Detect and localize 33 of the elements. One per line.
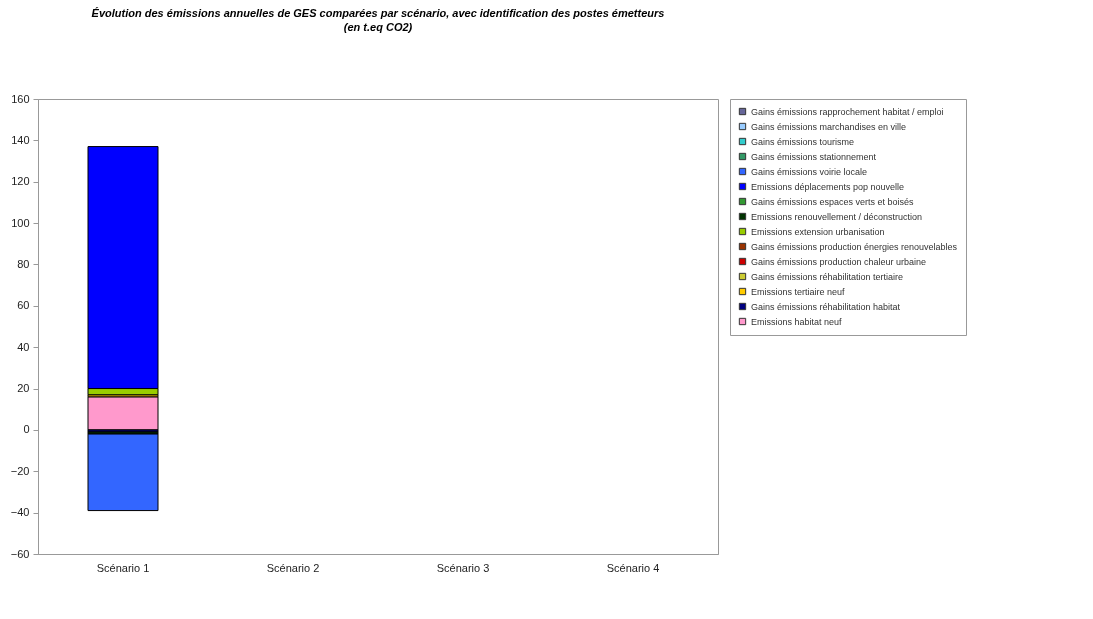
legend-label: Gains émissions marchandises en ville — [751, 121, 907, 132]
y-tick-label: 100 — [11, 216, 30, 229]
y-tick-label: 80 — [17, 257, 30, 270]
y-tick-label: 160 — [11, 92, 30, 105]
y-tick-label: 40 — [17, 340, 30, 353]
x-tick-label: Scénario 1 — [96, 561, 150, 574]
legend-label: Emissions renouvellement / déconstruction — [751, 211, 923, 222]
chart-title: Évolution des émissions annuelles de GES comparées par scénario, avec identification des postes émetteurs — [91, 7, 665, 19]
x-tick-label: Scénario 2 — [266, 561, 320, 574]
y-tick-label: 140 — [11, 133, 30, 146]
legend-label: Gains émissions production chaleur urbaine — [751, 256, 927, 267]
legend-label: Emissions déplacements pop nouvelle — [751, 181, 905, 192]
legend-label: Emissions habitat neuf — [751, 316, 843, 327]
legend-label: Gains émissions stationnement — [751, 151, 877, 162]
y-tick-label: 0 — [23, 423, 30, 436]
legend-label: Emissions tertiaire neuf — [751, 286, 846, 297]
y-tick-label: 60 — [17, 299, 30, 312]
legend-label: Emissions extension urbanisation — [751, 226, 885, 237]
chart-subtitle: (en t.eq CO2) — [343, 21, 413, 33]
x-tick-label: Scénario 3 — [436, 561, 490, 574]
legend-label: Gains émissions espaces verts et boisés — [751, 196, 915, 207]
legend-label: Gains émissions production énergies renouvelables — [751, 241, 958, 252]
y-tick-label: 120 — [11, 175, 30, 188]
legend-label: Gains émissions tourisme — [751, 136, 855, 147]
legend-label: Gains émissions voirie locale — [751, 166, 868, 177]
y-tick-label: −60 — [10, 547, 30, 560]
y-tick-label: −40 — [10, 506, 30, 519]
legend-label: Gains émissions réhabilitation habitat — [751, 301, 901, 312]
y-tick-label: −20 — [10, 464, 30, 477]
legend-label: Gains émissions réhabilitation tertiaire — [751, 271, 904, 282]
y-tick-label: 20 — [17, 382, 30, 395]
legend-label: Gains émissions rapprochement habitat / emploi — [751, 106, 944, 117]
x-tick-label: Scénario 4 — [606, 561, 660, 574]
